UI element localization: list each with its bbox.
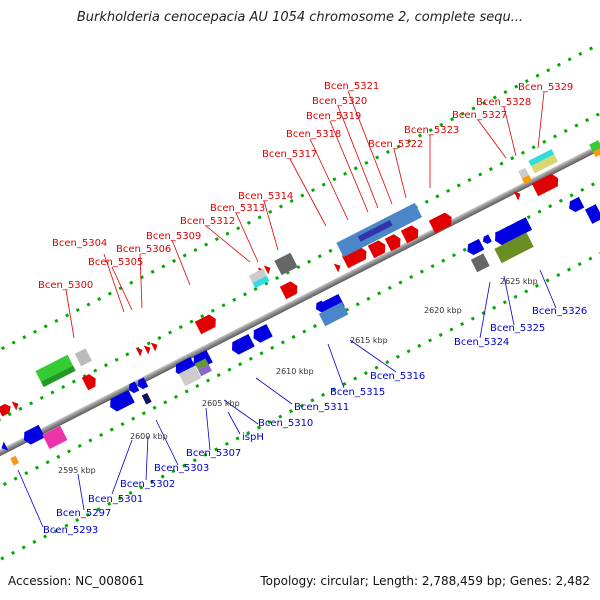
scale-label: 2620 kbp	[424, 306, 462, 315]
backbone	[0, 106, 600, 494]
reverse-tick-row-inner	[0, 134, 600, 519]
reverse-gene-label: Bcen_5316	[370, 371, 425, 382]
forward-gene-label: Bcen_5318	[286, 129, 341, 140]
reverse-gene-label: Bcen_5302	[120, 479, 175, 490]
reverse-gene-label: Bcen_5297	[56, 508, 111, 519]
leader-lines	[17, 90, 557, 528]
forward-gene-label: Bcen_5328	[476, 97, 531, 108]
reverse-gene-labels: Bcen_5293 Bcen_5297 Bcen_5301 Bcen_5302 Bcen…	[43, 306, 587, 536]
map-title: Burkholderia cenocepacia AU 1054 chromos…	[76, 10, 524, 25]
forward-gene-label: Bcen_5317	[262, 149, 317, 160]
scale-label: 2595 kbp	[58, 466, 96, 475]
reverse-gene-label: Bcen_5315	[330, 387, 385, 398]
forward-gene-label: Bcen_5323	[404, 125, 459, 136]
scale-label: 2625 kbp	[500, 277, 538, 286]
reverse-gene-label: Bcen_5307	[186, 448, 241, 459]
forward-gene-label: Bcen_5300	[38, 280, 93, 291]
forward-gene-label: Bcen_5305	[88, 257, 143, 268]
forward-gene-label: Bcen_5312	[180, 216, 235, 227]
reverse-gene-label: Bcen_5325	[490, 323, 545, 334]
reverse-gene-label: Bcen_5293	[43, 525, 98, 536]
forward-gene-label: Bcen_5327	[452, 110, 507, 121]
scale-label: 2605 kbp	[202, 399, 240, 408]
reverse-gene-label: Bcen_5324	[454, 337, 509, 348]
reverse-genes	[1, 196, 600, 451]
forward-tick-row-outer	[0, 26, 600, 411]
reverse-gene-label: Bcen_5301	[88, 494, 143, 505]
scale-labels: 2595 kbp 2600 kbp 2605 kbp 2610 kbp 2615 kbp…	[58, 277, 538, 475]
reverse-gene-label: Bcen_5326	[532, 306, 587, 317]
forward-gene-label: Bcen_5306	[116, 244, 171, 255]
topology-label: Topology: circular; Length: 2,788,459 bp…	[260, 574, 590, 588]
reverse-gene-label: Bcen_5311	[294, 402, 349, 413]
forward-gene-label: Bcen_5320	[312, 96, 367, 107]
forward-gene-label: Bcen_5321	[324, 81, 379, 92]
reverse-gene-label: Bcen_5310	[258, 418, 313, 429]
reverse-gene-label: ispH	[242, 432, 264, 443]
forward-gene-label: Bcen_5304	[52, 238, 107, 249]
forward-gene-label: Bcen_5322	[368, 139, 423, 150]
forward-features	[35, 140, 600, 388]
scale-label: 2610 kbp	[276, 367, 314, 376]
scale-label: 2600 kbp	[130, 432, 168, 441]
forward-gene-label: Bcen_5329	[518, 82, 573, 93]
forward-gene-label: Bcen_5309	[146, 231, 201, 242]
reverse-gene-label: Bcen_5303	[154, 463, 209, 474]
forward-gene-label: Bcen_5314	[238, 191, 293, 202]
scale-label: 2615 kbp	[350, 336, 388, 345]
reverse-features	[10, 232, 534, 466]
forward-gene-label: Bcen_5313	[210, 203, 265, 214]
accession-label: Accession: NC_008061	[8, 574, 145, 588]
forward-gene-labels: Bcen_5300 Bcen_5304 Bcen_5305 Bcen_5306 Bcen…	[38, 81, 573, 291]
forward-gene-label: Bcen_5319	[306, 111, 361, 122]
